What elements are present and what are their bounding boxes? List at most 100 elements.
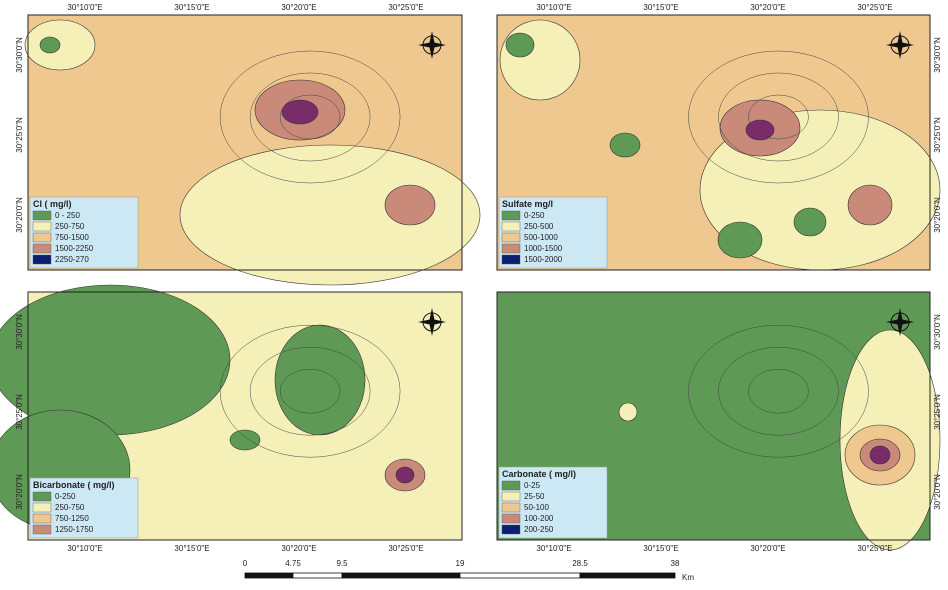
- contour-zone: [385, 185, 435, 225]
- legend-item: 0-250: [524, 211, 545, 220]
- contour-zone: [610, 133, 640, 157]
- legend-swatch: [502, 244, 520, 253]
- contour-zone: [500, 20, 580, 100]
- legend-swatch: [33, 233, 51, 242]
- scale-segment: [460, 573, 580, 578]
- legend-title: Sulfate mg/l: [502, 199, 553, 209]
- longitude-label: 30°10'0"E: [536, 3, 571, 12]
- contour-zone: [718, 222, 762, 258]
- legend-swatch: [33, 222, 51, 231]
- figure: 30°10'0"E 30°15'0"E 30°20'0"E 30°25'0"E 30°3…: [0, 0, 948, 585]
- contour-zone: [275, 325, 365, 435]
- latitude-label: 30°20'0"N: [15, 197, 24, 233]
- legend-swatch: [33, 492, 51, 501]
- latitude-label: 30°25'0"N: [933, 394, 942, 430]
- contour-zone: [282, 100, 318, 124]
- legend-item: 200-250: [524, 525, 554, 534]
- contour-zone: [870, 446, 890, 464]
- map-panel: 30°10'0"E 30°15'0"E 30°20'0"E 30°25'0"E 30°3…: [15, 3, 480, 285]
- legend-swatch: [33, 525, 51, 534]
- longitude-label: 30°10'0"E: [67, 3, 102, 12]
- scale-label: 9.5: [336, 559, 348, 568]
- map-panel: 30°10'0"E 30°15'0"E 30°20'0"E 30°25'0"E 30°3…: [497, 3, 942, 270]
- longitude-label: 30°15'0"E: [174, 544, 209, 553]
- legend-swatch: [502, 255, 520, 264]
- scale-label: 19: [456, 559, 465, 568]
- scale-label: 28.5: [572, 559, 588, 568]
- latitude-label: 30°20'0"N: [933, 474, 942, 510]
- latitude-label: 30°30'0"N: [933, 37, 942, 73]
- longitude-label: 30°25'0"E: [388, 3, 423, 12]
- legend-swatch: [33, 514, 51, 523]
- scale-segment: [293, 573, 342, 578]
- legend-item: 1500-2250: [55, 244, 94, 253]
- contour-zone: [506, 33, 534, 57]
- longitude-label: 30°25'0"E: [388, 544, 423, 553]
- legend-item: 250-500: [524, 222, 554, 231]
- legend-title: Bicarbonate ( mg/l): [33, 480, 115, 490]
- map-panel: 30°10'0"E 30°15'0"E 30°20'0"E 30°25'0"E 30°3…: [497, 292, 942, 553]
- latitude-label: 30°25'0"N: [933, 117, 942, 153]
- contour-zone: [619, 403, 637, 421]
- contour-zone: [396, 467, 414, 483]
- longitude-label: 30°20'0"E: [750, 544, 785, 553]
- scale-label: 0: [243, 559, 248, 568]
- legend-swatch: [502, 211, 520, 220]
- longitude-label: 30°25'0"E: [857, 3, 892, 12]
- legend-item: 50-100: [524, 503, 549, 512]
- latitude-label: 30°30'0"N: [933, 314, 942, 350]
- legend-item: 1500-2000: [524, 255, 563, 264]
- longitude-label: 30°15'0"E: [174, 3, 209, 12]
- legend-swatch: [502, 233, 520, 242]
- legend-swatch: [502, 492, 520, 501]
- legend-item: 2250-270: [55, 255, 89, 264]
- latitude-label: 30°20'0"N: [15, 474, 24, 510]
- scale-segment: [245, 573, 293, 578]
- legend-swatch: [502, 222, 520, 231]
- latitude-label: 30°30'0"N: [15, 314, 24, 350]
- legend-item: 750-1500: [55, 233, 89, 242]
- legend-item: 250-750: [55, 222, 85, 231]
- scale-segment: [342, 573, 460, 578]
- legend-item: 1000-1500: [524, 244, 563, 253]
- longitude-label: 30°25'0"E: [857, 544, 892, 553]
- legend-swatch: [33, 244, 51, 253]
- longitude-label: 30°10'0"E: [536, 544, 571, 553]
- contour-zone: [180, 145, 480, 285]
- legend-item: 0-25: [524, 481, 541, 490]
- legend-swatch: [33, 211, 51, 220]
- contour-zone: [230, 430, 260, 450]
- latitude-label: 30°25'0"N: [15, 394, 24, 430]
- legend-item: 750-1250: [55, 514, 89, 523]
- contour-zone: [746, 120, 774, 140]
- legend-item: 25-50: [524, 492, 545, 501]
- contour-zone: [794, 208, 826, 236]
- legend-title: Cl ( mg/l): [33, 199, 72, 209]
- legend-item: 0-250: [55, 492, 76, 501]
- longitude-label: 30°20'0"E: [281, 544, 316, 553]
- longitude-label: 30°20'0"E: [281, 3, 316, 12]
- legend-title: Carbonate ( mg/l): [502, 469, 576, 479]
- legend-item: 250-750: [55, 503, 85, 512]
- longitude-label: 30°15'0"E: [643, 544, 678, 553]
- latitude-label: 30°25'0"N: [15, 117, 24, 153]
- scale-label: 38: [671, 559, 680, 568]
- contour-zone: [40, 37, 60, 53]
- legend-item: 500-1000: [524, 233, 558, 242]
- legend-item: 0 - 250: [55, 211, 80, 220]
- contour-zone: [0, 285, 230, 435]
- scale-label: 4.75: [285, 559, 301, 568]
- legend-item: 100-200: [524, 514, 554, 523]
- longitude-label: 30°15'0"E: [643, 3, 678, 12]
- longitude-label: 30°10'0"E: [67, 544, 102, 553]
- legend-item: 1250-1750: [55, 525, 94, 534]
- legend-swatch: [33, 255, 51, 264]
- map-panel: 30°10'0"E 30°15'0"E 30°20'0"E 30°25'0"E 30°3…: [0, 285, 462, 553]
- legend-swatch: [502, 503, 520, 512]
- longitude-label: 30°20'0"E: [750, 3, 785, 12]
- scale-segment: [580, 573, 675, 578]
- latitude-label: 30°30'0"N: [15, 37, 24, 73]
- latitude-label: 30°20'0"N: [933, 197, 942, 233]
- scale-unit: Km: [682, 573, 694, 582]
- legend-swatch: [502, 514, 520, 523]
